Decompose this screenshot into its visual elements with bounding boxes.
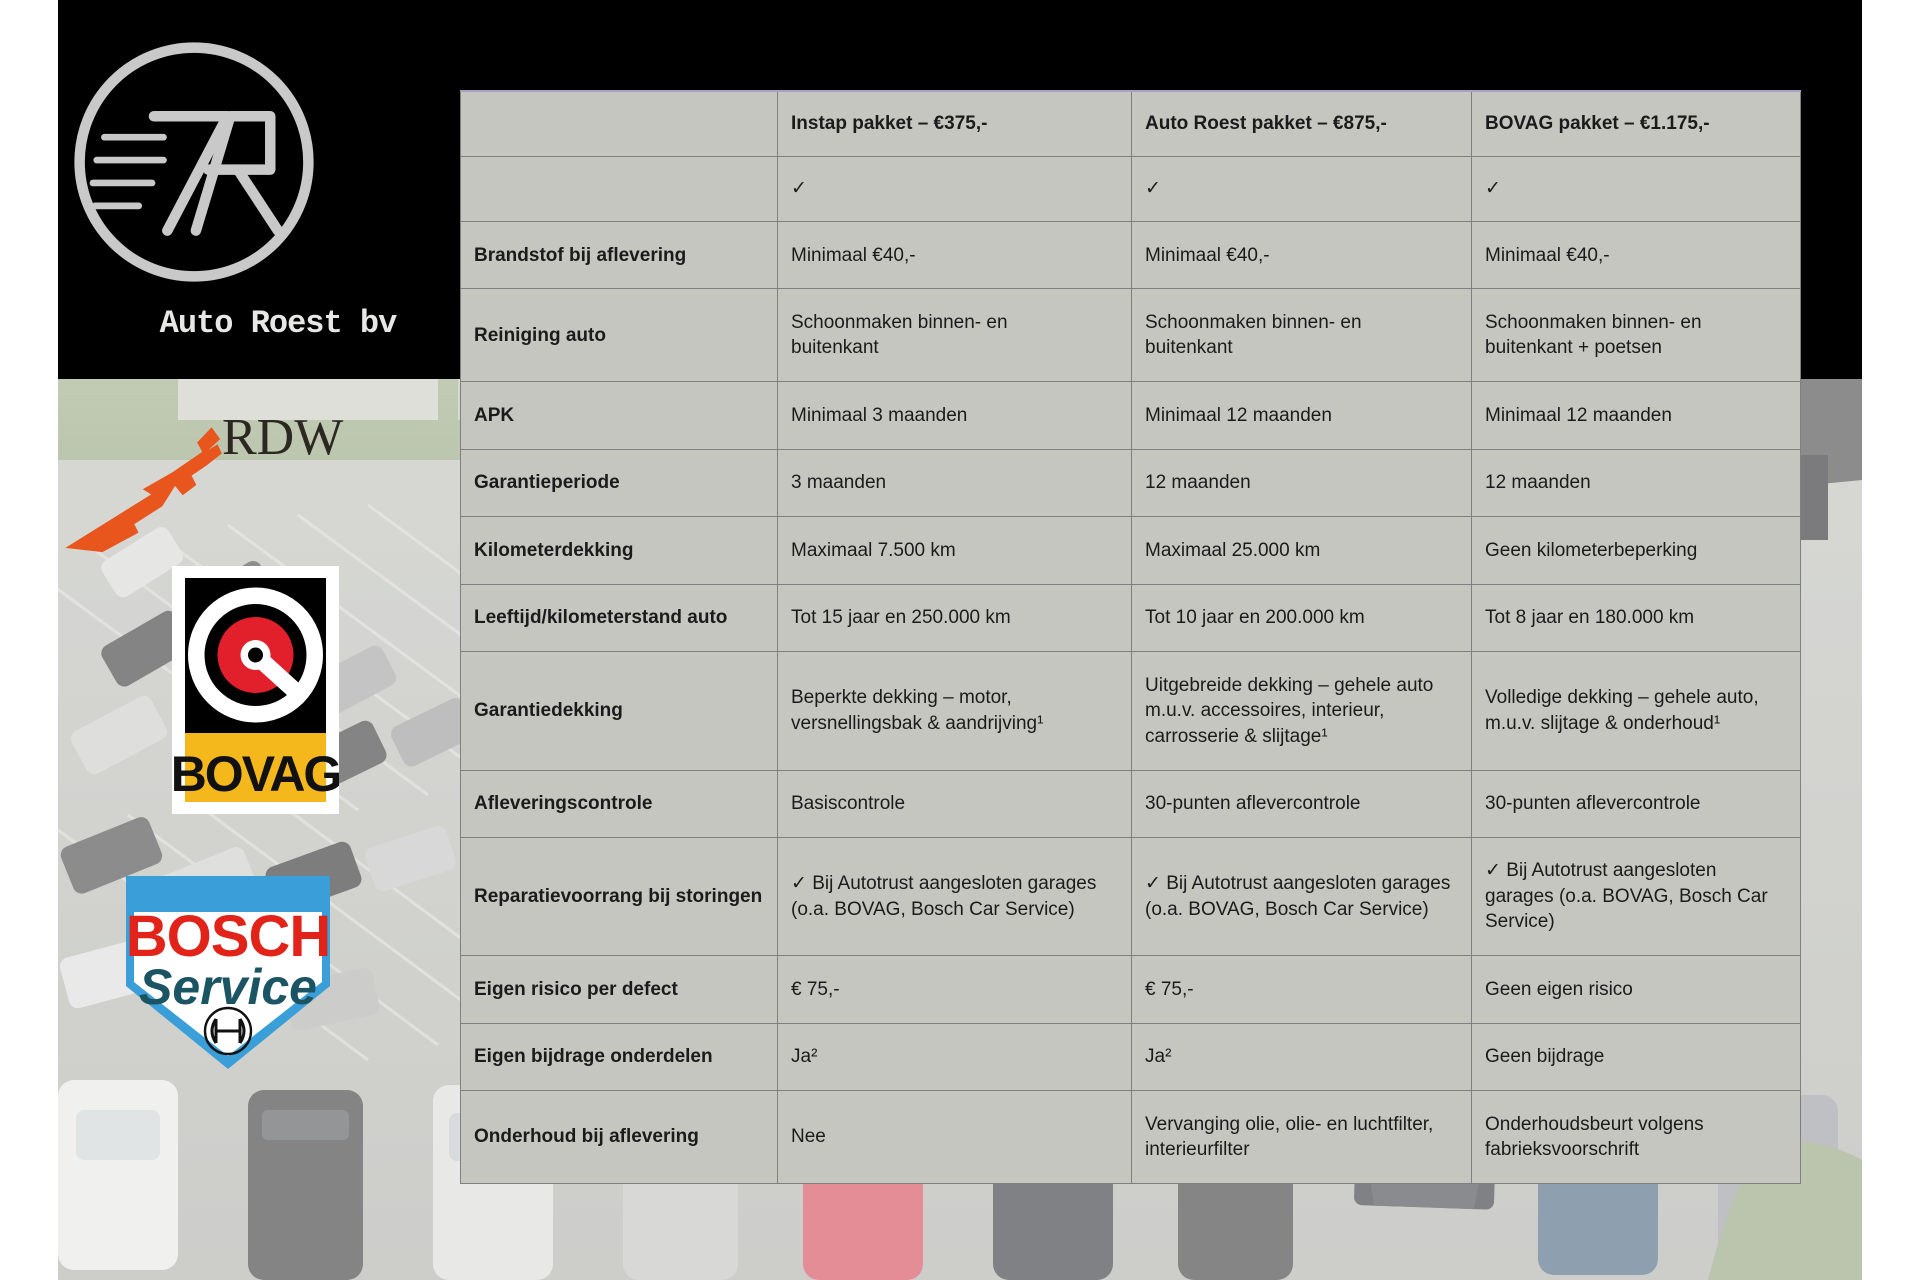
- svg-text:BOVAG: BOVAG: [172, 746, 339, 802]
- svg-text:Service: Service: [139, 959, 317, 1015]
